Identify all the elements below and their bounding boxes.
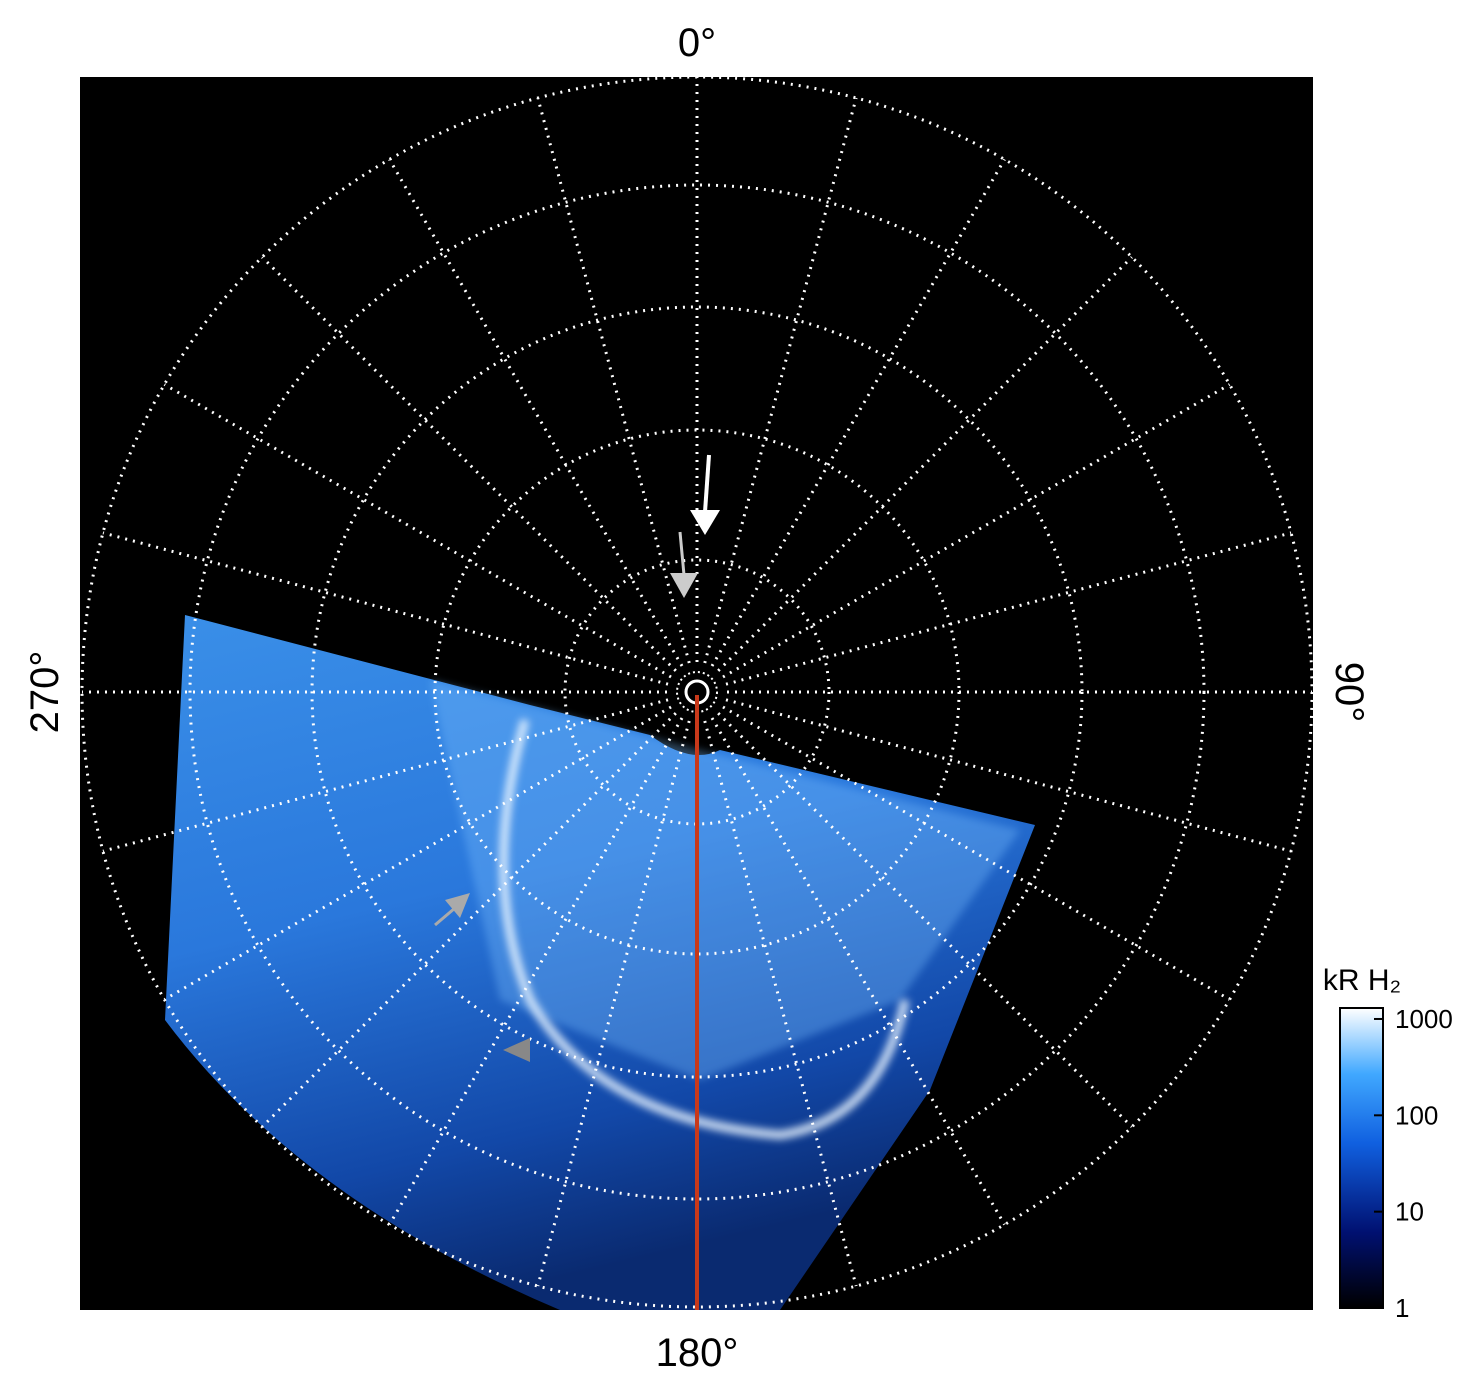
meridian-grid	[163, 383, 672, 679]
aurora-image	[165, 615, 1035, 1310]
meridian-grid	[536, 97, 691, 664]
meridian-grid	[163, 705, 672, 1001]
meridian-grid	[388, 158, 684, 667]
arrow-head	[670, 573, 698, 598]
arrow-shaft	[678, 531, 686, 576]
aurora-glow	[430, 680, 1020, 1080]
arrow-head	[503, 1038, 530, 1062]
meridian-grid	[710, 158, 1006, 667]
meridian-grid	[717, 256, 1133, 672]
colorbar-axis: 1 10 100 1000	[1374, 1004, 1453, 1323]
colorbar	[1339, 1007, 1384, 1309]
colorbar-title: kR H₂	[1323, 964, 1401, 997]
meridian-grid	[722, 383, 1231, 679]
arrow-shaft	[703, 454, 711, 513]
meridian-grid	[261, 712, 677, 1128]
meridian-grid	[717, 712, 1133, 1128]
arrow-head	[690, 510, 720, 535]
meridian-grid	[725, 531, 1292, 686]
longitude-label: 270°	[23, 651, 67, 734]
meridian-grid	[536, 720, 691, 1287]
meridian-grid	[261, 256, 677, 672]
latitude-circle	[188, 183, 1206, 1201]
meridian-grid	[722, 705, 1231, 1001]
meridian-grid	[703, 720, 858, 1287]
arrow-head	[445, 893, 470, 918]
meridian-grid	[725, 698, 1292, 853]
colorbar-tick-label: 1000	[1395, 1004, 1453, 1034]
arrows	[434, 454, 720, 1062]
colorbar-tick-label: 1	[1395, 1293, 1409, 1323]
meridian-grid	[703, 97, 858, 664]
meridian-grid	[388, 717, 684, 1226]
arrow-shaft	[434, 906, 456, 927]
longitude-label: 180°	[656, 1331, 739, 1375]
meridian-grid	[102, 531, 669, 686]
longitude-label: 0°	[678, 21, 716, 65]
main-oval	[499, 718, 910, 1140]
colorbar-tick-label: 100	[1395, 1100, 1438, 1130]
meridian-grid	[710, 717, 1006, 1226]
longitude-label: 90°	[1327, 662, 1371, 723]
latitude-circle	[563, 558, 831, 826]
colorbar-tick-label: 10	[1395, 1197, 1424, 1227]
meridian-grid	[102, 698, 669, 853]
latitude-circle	[310, 305, 1084, 1079]
